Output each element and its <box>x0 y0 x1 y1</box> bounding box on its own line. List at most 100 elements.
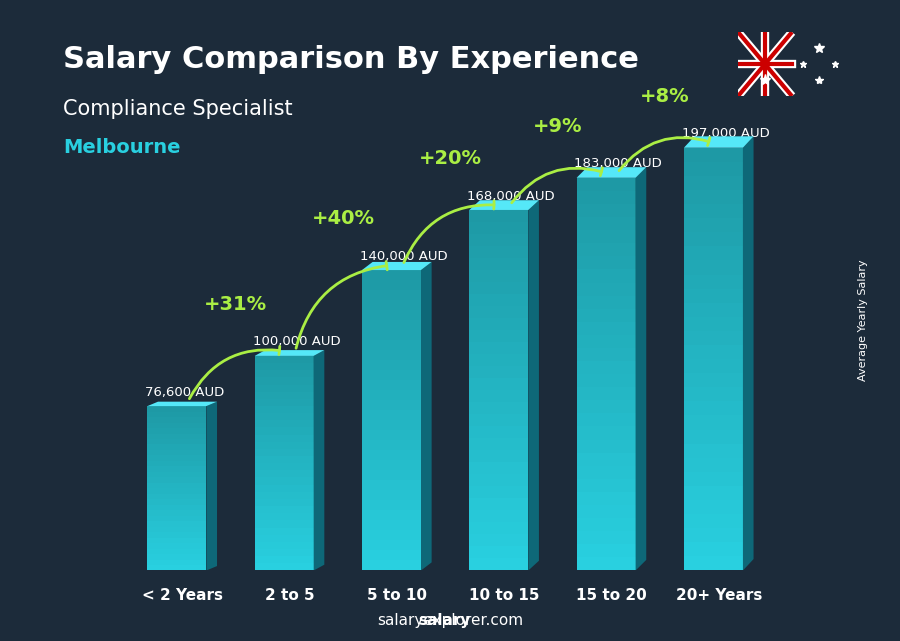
Text: Compliance Specialist: Compliance Specialist <box>63 99 292 119</box>
Bar <box>577 453 635 466</box>
Bar <box>469 282 528 294</box>
Text: 5 to 10: 5 to 10 <box>367 588 427 603</box>
Bar <box>577 256 635 269</box>
Bar <box>469 330 528 342</box>
Bar <box>148 433 206 439</box>
Bar <box>148 488 206 494</box>
Bar <box>577 531 635 544</box>
Bar <box>148 521 206 527</box>
Bar <box>684 274 742 288</box>
Bar <box>577 401 635 413</box>
Bar <box>255 520 314 528</box>
Bar <box>469 522 528 535</box>
Bar <box>255 406 314 413</box>
Bar <box>255 563 314 570</box>
Bar <box>469 451 528 462</box>
Bar <box>469 426 528 438</box>
Polygon shape <box>528 200 539 570</box>
Bar <box>148 444 206 450</box>
Text: Melbourne: Melbourne <box>63 138 181 157</box>
Bar <box>255 428 314 435</box>
Bar <box>577 387 635 401</box>
FancyBboxPatch shape <box>684 147 742 570</box>
Bar <box>577 296 635 309</box>
Text: Average Yearly Salary: Average Yearly Salary <box>859 260 868 381</box>
Bar <box>255 499 314 506</box>
Bar <box>469 535 528 547</box>
Bar <box>362 480 421 490</box>
Bar <box>148 467 206 472</box>
Bar <box>362 531 421 540</box>
Bar <box>148 504 206 510</box>
Bar <box>255 449 314 456</box>
Bar <box>577 440 635 453</box>
Bar <box>577 243 635 256</box>
Bar <box>362 270 421 280</box>
Bar <box>469 403 528 414</box>
FancyBboxPatch shape <box>148 406 206 570</box>
Bar <box>469 390 528 403</box>
Bar <box>362 380 421 390</box>
Bar <box>469 270 528 282</box>
Text: +8%: +8% <box>640 87 690 106</box>
Bar <box>362 340 421 350</box>
Bar <box>148 417 206 422</box>
Bar <box>469 558 528 570</box>
Bar <box>684 444 742 458</box>
Bar <box>362 390 421 400</box>
Polygon shape <box>684 137 753 147</box>
Bar <box>577 191 635 204</box>
Bar <box>684 147 742 162</box>
Bar <box>684 204 742 218</box>
FancyBboxPatch shape <box>255 356 314 570</box>
Bar <box>684 401 742 415</box>
Bar <box>255 535 314 542</box>
Text: 140,000 AUD: 140,000 AUD <box>360 249 447 263</box>
Bar <box>255 528 314 535</box>
Bar <box>148 565 206 570</box>
Bar <box>469 474 528 487</box>
Bar <box>148 472 206 478</box>
Bar <box>469 342 528 354</box>
Polygon shape <box>148 402 217 406</box>
Bar <box>684 288 742 303</box>
Bar <box>362 320 421 330</box>
Bar <box>255 435 314 442</box>
Bar <box>255 456 314 463</box>
Bar <box>684 373 742 387</box>
Bar <box>148 461 206 467</box>
Bar <box>469 414 528 426</box>
Bar <box>684 500 742 514</box>
Bar <box>255 356 314 363</box>
Text: Salary Comparison By Experience: Salary Comparison By Experience <box>63 45 639 74</box>
Bar <box>577 466 635 479</box>
Bar <box>362 520 421 531</box>
Bar <box>684 331 742 345</box>
Bar <box>577 309 635 322</box>
Bar <box>148 478 206 483</box>
Bar <box>577 322 635 335</box>
Bar <box>684 514 742 528</box>
Bar <box>469 354 528 366</box>
Bar <box>684 317 742 331</box>
Bar <box>255 542 314 549</box>
Bar <box>362 400 421 410</box>
Bar <box>577 217 635 230</box>
Bar <box>684 472 742 486</box>
Polygon shape <box>421 262 432 570</box>
Bar <box>362 470 421 480</box>
Bar <box>255 378 314 385</box>
Bar <box>577 335 635 348</box>
Bar <box>684 486 742 500</box>
Bar <box>148 527 206 532</box>
Bar <box>684 303 742 317</box>
Bar <box>362 440 421 451</box>
Bar <box>469 222 528 234</box>
Bar <box>148 538 206 543</box>
Bar <box>684 528 742 542</box>
Bar <box>362 451 421 460</box>
Bar <box>255 463 314 470</box>
Bar <box>577 544 635 558</box>
Bar <box>469 210 528 222</box>
Text: 183,000 AUD: 183,000 AUD <box>574 158 662 171</box>
